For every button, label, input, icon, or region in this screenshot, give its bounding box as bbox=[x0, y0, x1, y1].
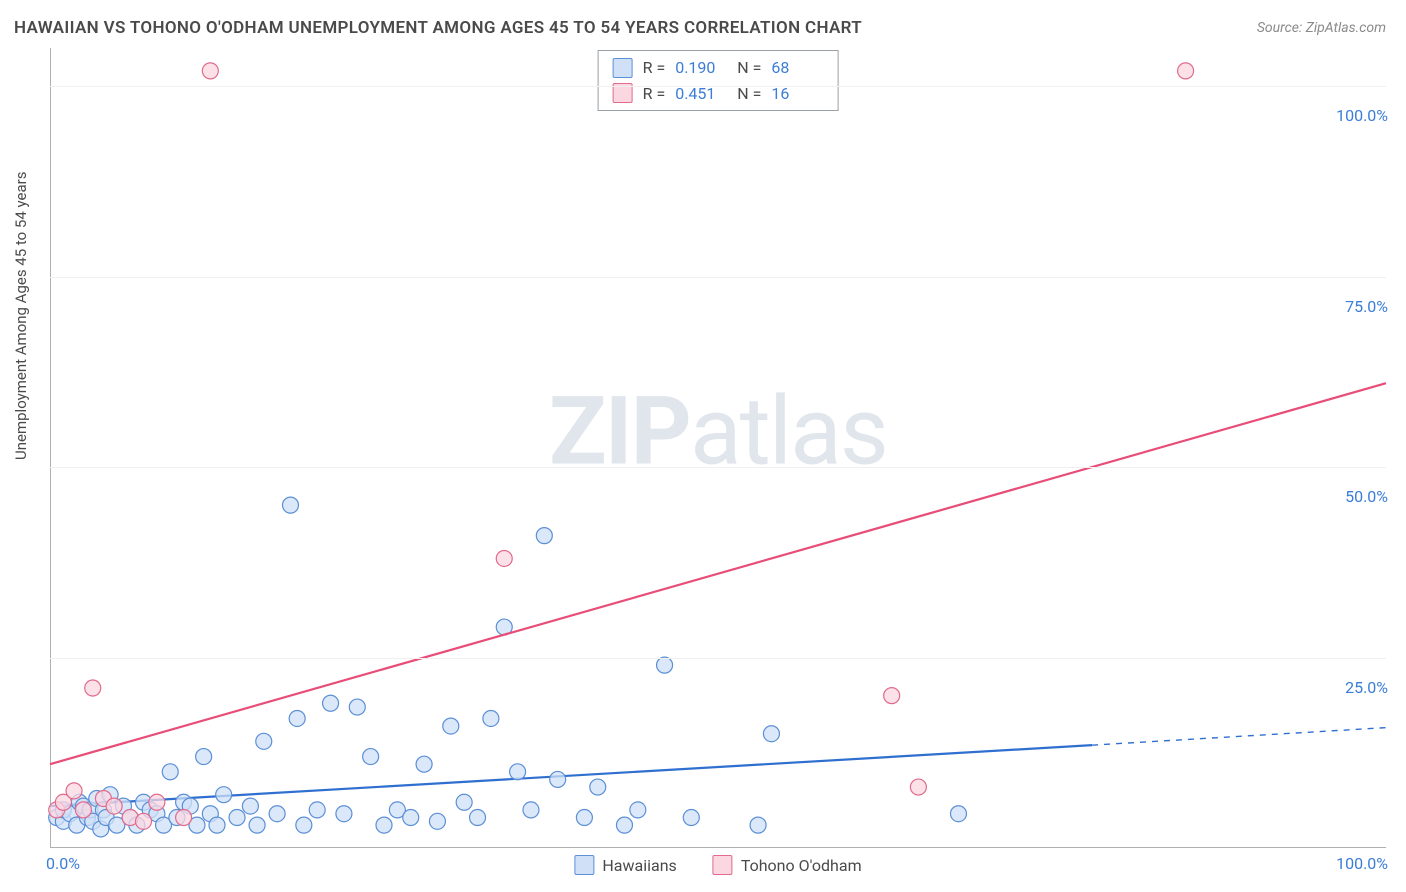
tohono-point bbox=[106, 798, 122, 814]
legend: Hawaiians Tohono O'odham bbox=[574, 855, 861, 875]
gridline bbox=[50, 277, 1386, 278]
hawaiians-point bbox=[376, 817, 392, 833]
hawaiians-point bbox=[282, 497, 298, 513]
y-tick-label: 75.0% bbox=[1345, 297, 1388, 316]
hawaiians-point bbox=[229, 810, 245, 826]
chart-root: HAWAIIAN VS TOHONO O'ODHAM UNEMPLOYMENT … bbox=[0, 0, 1406, 892]
hawaiians-point bbox=[209, 817, 225, 833]
hawaiians-point bbox=[950, 806, 966, 822]
source-attribution: Source: ZipAtlas.com bbox=[1257, 20, 1386, 36]
stat-n-label: N = bbox=[737, 81, 761, 107]
gridline bbox=[50, 86, 1386, 87]
tohono-point bbox=[202, 63, 218, 79]
hawaiians-point bbox=[470, 810, 486, 826]
y-tick-label: 50.0% bbox=[1345, 487, 1388, 506]
swatch-icon bbox=[574, 855, 594, 875]
hawaiians-point bbox=[510, 764, 526, 780]
hawaiians-point bbox=[657, 657, 673, 673]
hawaiians-point bbox=[750, 817, 766, 833]
tohono-point bbox=[884, 688, 900, 704]
hawaiians-point bbox=[309, 802, 325, 818]
tohono-regression-line bbox=[50, 383, 1386, 764]
hawaiians-point bbox=[349, 699, 365, 715]
x-tick-label: 100.0% bbox=[1336, 854, 1388, 873]
stat-r-label: R = bbox=[643, 55, 666, 81]
legend-item-hawaiians: Hawaiians bbox=[574, 855, 676, 875]
swatch-icon bbox=[713, 855, 733, 875]
hawaiians-point bbox=[249, 817, 265, 833]
stat-n-value: 16 bbox=[771, 81, 823, 107]
hawaiians-point bbox=[550, 771, 566, 787]
hawaiians-point bbox=[536, 528, 552, 544]
tohono-point bbox=[176, 810, 192, 826]
hawaiians-point bbox=[576, 810, 592, 826]
tohono-point bbox=[66, 783, 82, 799]
hawaiians-point bbox=[242, 798, 258, 814]
hawaiians-point bbox=[483, 710, 499, 726]
tohono-point bbox=[149, 794, 165, 810]
stats-row-tohono: R = 0.451 N = 16 bbox=[613, 81, 824, 107]
tohono-point bbox=[496, 550, 512, 566]
hawaiians-point bbox=[763, 726, 779, 742]
swatch-icon bbox=[613, 58, 633, 78]
hawaiians-point bbox=[269, 806, 285, 822]
legend-label: Hawaiians bbox=[602, 856, 676, 875]
y-tick-label: 25.0% bbox=[1345, 678, 1388, 697]
stat-r-value: 0.451 bbox=[675, 81, 727, 107]
hawaiians-point bbox=[616, 817, 632, 833]
hawaiians-point bbox=[323, 695, 339, 711]
plot-svg bbox=[50, 48, 1386, 847]
x-tick-label: 0.0% bbox=[46, 854, 80, 873]
hawaiians-point bbox=[590, 779, 606, 795]
y-axis-label: Unemployment Among Ages 45 to 54 years bbox=[12, 172, 30, 460]
tohono-point bbox=[136, 813, 152, 829]
hawaiians-point bbox=[443, 718, 459, 734]
hawaiians-regression-line-dashed bbox=[1092, 728, 1386, 746]
hawaiians-point bbox=[683, 810, 699, 826]
hawaiians-point bbox=[403, 810, 419, 826]
stats-row-hawaiians: R = 0.190 N = 68 bbox=[613, 55, 824, 81]
legend-label: Tohono O'odham bbox=[741, 856, 862, 875]
stat-r-value: 0.190 bbox=[675, 55, 727, 81]
tohono-point bbox=[910, 779, 926, 795]
stats-box: R = 0.190 N = 68 R = 0.451 N = 16 bbox=[598, 50, 839, 111]
tohono-point bbox=[85, 680, 101, 696]
hawaiians-point bbox=[296, 817, 312, 833]
stat-r-label: R = bbox=[643, 81, 666, 107]
hawaiians-point bbox=[256, 733, 272, 749]
tohono-point bbox=[75, 802, 91, 818]
gridline bbox=[50, 658, 1386, 659]
hawaiians-point bbox=[523, 802, 539, 818]
hawaiians-point bbox=[363, 749, 379, 765]
stat-n-value: 68 bbox=[771, 55, 823, 81]
y-tick-label: 100.0% bbox=[1336, 106, 1388, 125]
hawaiians-point bbox=[289, 710, 305, 726]
hawaiians-point bbox=[416, 756, 432, 772]
chart-title: HAWAIIAN VS TOHONO O'ODHAM UNEMPLOYMENT … bbox=[14, 18, 862, 38]
hawaiians-point bbox=[630, 802, 646, 818]
hawaiians-point bbox=[456, 794, 472, 810]
tohono-point bbox=[1178, 63, 1194, 79]
hawaiians-point bbox=[429, 813, 445, 829]
legend-item-tohono: Tohono O'odham bbox=[713, 855, 862, 875]
gridline bbox=[50, 467, 1386, 468]
hawaiians-point bbox=[162, 764, 178, 780]
hawaiians-point bbox=[336, 806, 352, 822]
hawaiians-point bbox=[196, 749, 212, 765]
plot-area: ZIPatlas R =0.190N =68R =0.451N =16 Hawa… bbox=[50, 48, 1386, 848]
stat-n-label: N = bbox=[737, 55, 761, 81]
hawaiians-point bbox=[216, 787, 232, 803]
